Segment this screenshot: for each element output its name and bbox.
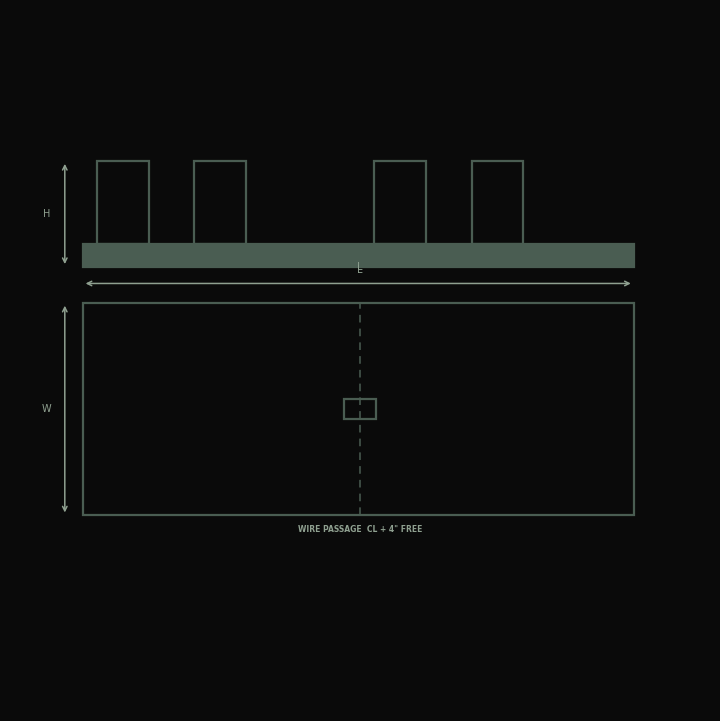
Bar [83, 303, 634, 516]
Bar [83, 244, 634, 267]
Bar [344, 399, 376, 419]
Text: H: H [43, 209, 50, 219]
Bar [194, 161, 246, 244]
Text: L: L [357, 262, 363, 272]
Text: WIRE PASSAGE  CL + 4" FREE: WIRE PASSAGE CL + 4" FREE [298, 526, 422, 534]
Bar [374, 161, 426, 244]
Bar [97, 161, 149, 244]
Text: W: W [42, 404, 52, 414]
Text: L: L [357, 265, 363, 275]
Bar [472, 161, 523, 244]
